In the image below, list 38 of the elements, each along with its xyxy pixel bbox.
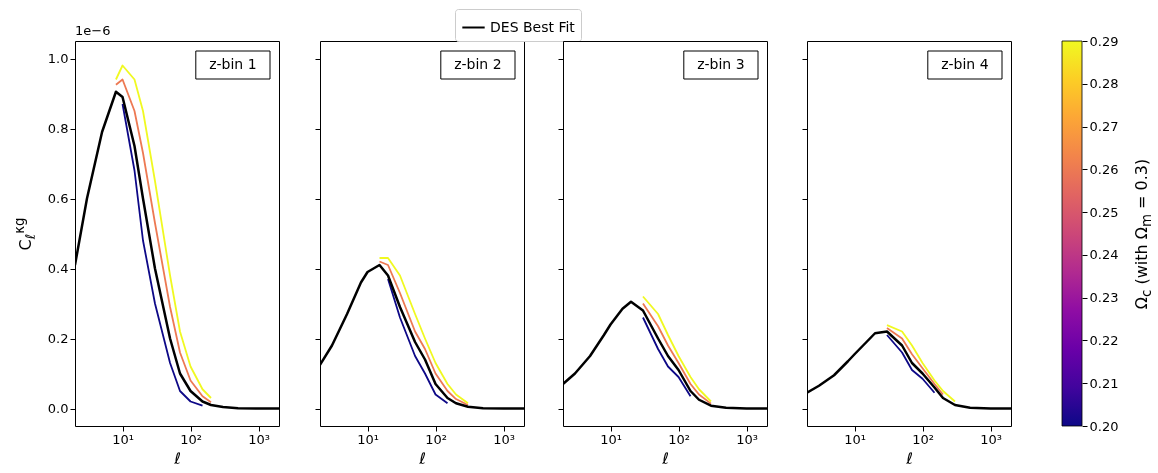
- color-bar-label: 0.28: [1089, 76, 1119, 92]
- color-bar-label: 0.24: [1089, 247, 1119, 263]
- x-tick-label: 10¹: [357, 431, 379, 447]
- annotation: z-bin 4: [941, 56, 989, 72]
- y-tick-label: 0.4: [47, 261, 69, 276]
- color-bar-label: 0.27: [1089, 119, 1119, 135]
- y-tick-label: 0.2: [47, 331, 69, 346]
- x-axis-title: ℓ: [905, 448, 913, 468]
- annotation: z-bin 1: [209, 56, 257, 72]
- annotation: z-bin 2: [454, 56, 502, 72]
- x-tick-label: 10¹: [844, 431, 866, 447]
- x-tick-label: 10¹: [600, 431, 622, 447]
- x-tick-label: 10²: [912, 431, 934, 447]
- annotation: z-bin 3: [697, 56, 745, 72]
- color-bar-label: 0.20: [1089, 418, 1119, 434]
- x-tick-label: 10³: [736, 431, 758, 447]
- color-bar-label: 0.25: [1089, 204, 1119, 220]
- y-tick-label: 0.0: [47, 401, 69, 416]
- text: 1e−6: [75, 23, 111, 38]
- x-axis-title: ℓ: [173, 448, 181, 468]
- x-axis-title: ℓ: [418, 448, 426, 468]
- x-tick-label: 10³: [248, 431, 270, 447]
- x-tick-label: 10³: [493, 431, 515, 447]
- color-bar-label: 0.26: [1089, 161, 1119, 177]
- x-tick-label: 10¹: [112, 431, 134, 447]
- legend-label: DES Best Fit: [490, 18, 576, 35]
- color-bar-label: 0.29: [1089, 33, 1119, 49]
- color-bar-label: 0.23: [1089, 290, 1119, 306]
- x-tick-label: 10³: [980, 431, 1002, 447]
- x-tick-label: 10²: [668, 431, 690, 447]
- y-tick-label: 1.0: [47, 51, 69, 66]
- x-tick-label: 10²: [180, 431, 202, 447]
- y-tick-label: 0.6: [47, 191, 69, 206]
- color-bar-label: 0.22: [1089, 332, 1119, 348]
- color-bar-label: 0.21: [1089, 375, 1119, 391]
- x-axis-title: ℓ: [661, 448, 669, 468]
- x-tick-label: 10²: [425, 431, 447, 447]
- y-tick-label: 0.8: [47, 121, 69, 136]
